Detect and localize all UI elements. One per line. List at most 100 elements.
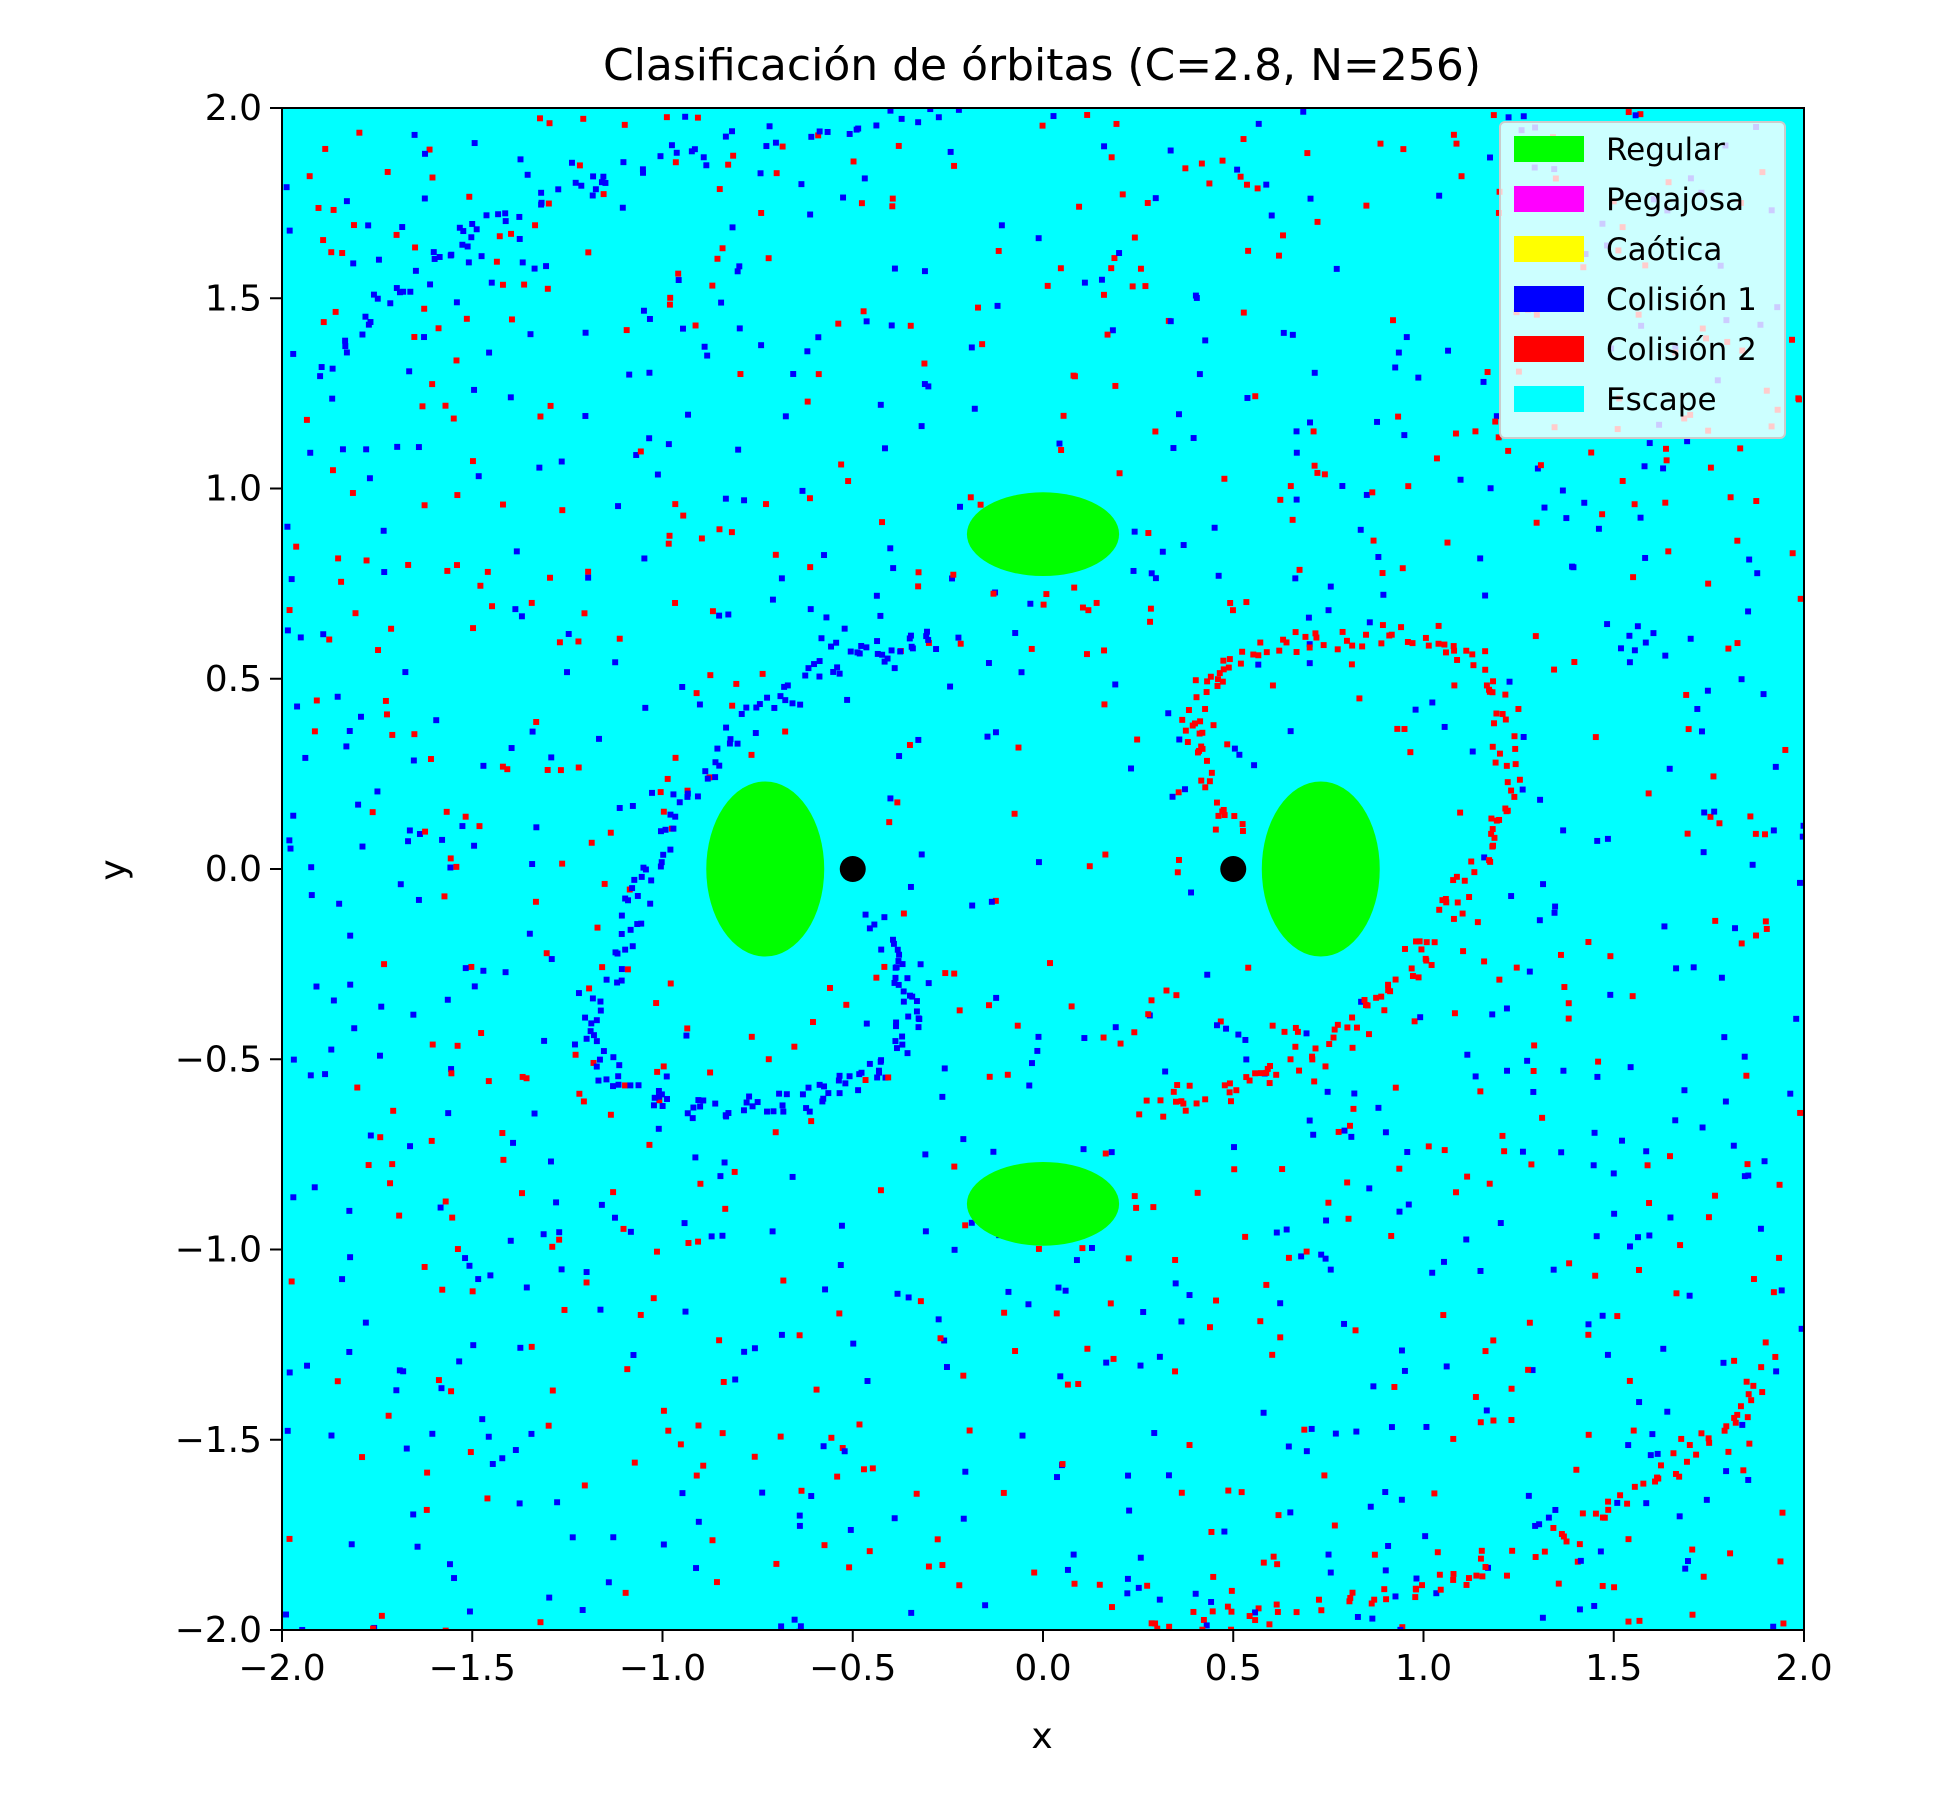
collision-cell — [410, 757, 417, 764]
collision-structure-cell — [853, 126, 860, 133]
collision-structure-cell — [1354, 1024, 1360, 1031]
collision-cell — [1508, 1417, 1515, 1423]
collision-structure-cell — [892, 1038, 899, 1045]
collision-structure-cell — [670, 791, 677, 798]
collision-structure-cell — [816, 128, 823, 135]
collision-structure-cell — [816, 658, 823, 665]
collision-structure-cell — [805, 665, 812, 672]
collision-structure-cell — [359, 331, 366, 338]
collision-structure-cell — [1371, 1596, 1378, 1603]
collision-cell — [626, 371, 633, 378]
collision-cell — [1677, 1242, 1684, 1249]
collision-cell — [1081, 1035, 1088, 1042]
collision-cell — [1324, 1088, 1331, 1095]
collision-structure-cell — [1617, 1492, 1624, 1499]
collision-cell — [439, 1286, 446, 1293]
collision-cell — [1453, 140, 1460, 147]
collision-cell — [915, 583, 922, 590]
collision-cell — [934, 1536, 941, 1543]
collision-structure-cell — [1246, 1077, 1253, 1084]
collision-cell — [375, 256, 382, 263]
collision-cell — [1660, 465, 1667, 472]
collision-cell — [1223, 1025, 1230, 1032]
collision-cell — [756, 701, 763, 708]
collision-cell — [815, 132, 822, 139]
collision-structure-cell — [597, 998, 604, 1005]
collision-cell — [1685, 726, 1692, 733]
collision-cell — [1126, 1507, 1133, 1514]
regular-region — [706, 781, 825, 957]
collision-cell — [949, 575, 955, 582]
collision-cell — [1482, 592, 1489, 599]
collision-cell — [1131, 528, 1138, 535]
collision-structure-cell — [684, 1110, 691, 1117]
collision-cell — [984, 733, 991, 740]
collision-structure-cell — [603, 976, 610, 983]
collision-cell — [428, 1137, 435, 1144]
collision-cell — [1496, 976, 1503, 983]
collision-cell — [1403, 334, 1410, 341]
collision-structure-cell — [1221, 812, 1228, 819]
collision-cell — [1192, 292, 1199, 299]
collision-cell — [421, 195, 428, 202]
collision-cell — [1071, 584, 1078, 591]
collision-cell — [992, 729, 999, 736]
collision-cell — [1453, 1189, 1459, 1196]
collision-cell — [1740, 1467, 1747, 1474]
collision-cell — [1678, 1435, 1685, 1442]
collision-cell — [388, 625, 395, 632]
collision-cell — [469, 458, 476, 465]
collision-cell — [1776, 1254, 1783, 1261]
collision-structure-cell — [596, 1056, 603, 1063]
collision-cell — [1110, 1355, 1117, 1362]
collision-cell — [1081, 279, 1088, 286]
collision-structure-cell — [1454, 656, 1461, 663]
collision-cell — [1441, 1258, 1447, 1265]
collision-cell — [713, 1579, 720, 1586]
collision-cell — [559, 507, 566, 514]
collision-structure-cell — [877, 1058, 884, 1065]
collision-cell — [1594, 1073, 1601, 1080]
collision-cell — [1789, 336, 1795, 343]
collision-cell — [1524, 1057, 1531, 1064]
collision-cell — [549, 1387, 556, 1394]
collision-cell — [1230, 607, 1236, 614]
collision-cell — [1746, 1440, 1753, 1447]
collision-cell — [1012, 630, 1019, 636]
collision-cell — [1392, 364, 1399, 371]
collision-cell — [951, 1163, 958, 1170]
collision-cell — [400, 1368, 407, 1375]
collision-cell — [1363, 491, 1370, 498]
collision-structure-cell — [819, 1098, 826, 1105]
collision-cell — [951, 1246, 958, 1253]
collision-structure-cell — [772, 139, 779, 146]
collision-cell — [732, 1376, 739, 1383]
collision-cell — [1350, 1105, 1357, 1112]
collision-cell — [1689, 1611, 1696, 1618]
collision-cell — [1356, 695, 1363, 702]
collision-structure-cell — [1215, 676, 1221, 683]
collision-structure-cell — [1435, 640, 1442, 647]
collision-cell — [1279, 1166, 1286, 1173]
collision-cell — [370, 291, 377, 298]
collision-cell — [1144, 200, 1151, 206]
collision-cell — [1275, 1512, 1282, 1519]
collision-structure-cell — [1532, 1554, 1539, 1560]
collision-cell — [1174, 1082, 1181, 1088]
collision-cell — [1228, 1587, 1235, 1594]
collision-cell — [1795, 395, 1802, 402]
collision-cell — [429, 381, 436, 388]
collision-cell — [1741, 1173, 1748, 1180]
collision-cell — [1550, 1266, 1557, 1273]
collision-cell — [1477, 1267, 1484, 1274]
collision-structure-cell — [816, 1081, 823, 1088]
collision-structure-cell — [1266, 1621, 1273, 1628]
collision-cell — [451, 1575, 458, 1582]
collision-cell — [1131, 234, 1138, 241]
collision-cell — [1464, 1051, 1471, 1058]
collision-structure-cell — [783, 1091, 790, 1098]
collision-structure-cell — [387, 300, 394, 307]
collision-cell — [1571, 659, 1578, 665]
collision-cell — [286, 1535, 293, 1542]
collision-structure-cell — [1198, 743, 1205, 750]
